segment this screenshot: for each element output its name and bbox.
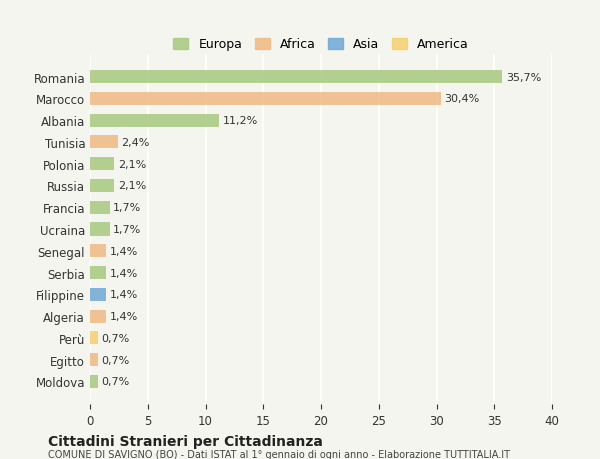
Bar [90, 331, 98, 345]
Text: 1,4%: 1,4% [110, 246, 138, 256]
Text: 1,4%: 1,4% [110, 290, 138, 300]
Bar [90, 93, 441, 106]
Bar [90, 310, 106, 323]
Text: 35,7%: 35,7% [506, 73, 541, 83]
Bar [90, 223, 110, 236]
Bar [90, 158, 114, 171]
Bar [90, 71, 502, 84]
Bar [90, 136, 118, 149]
Text: 1,7%: 1,7% [113, 203, 142, 213]
Text: 30,4%: 30,4% [445, 94, 480, 104]
Text: 1,7%: 1,7% [113, 224, 142, 235]
Bar [90, 114, 220, 128]
Text: 2,4%: 2,4% [121, 138, 149, 148]
Bar [90, 353, 98, 366]
Text: 2,1%: 2,1% [118, 181, 146, 191]
Bar [90, 245, 106, 258]
Text: COMUNE DI SAVIGNO (BO) - Dati ISTAT al 1° gennaio di ogni anno - Elaborazione TU: COMUNE DI SAVIGNO (BO) - Dati ISTAT al 1… [48, 449, 510, 459]
Text: 1,4%: 1,4% [110, 311, 138, 321]
Text: 0,7%: 0,7% [101, 376, 130, 386]
Text: 11,2%: 11,2% [223, 116, 258, 126]
Text: 0,7%: 0,7% [101, 355, 130, 365]
Text: 0,7%: 0,7% [101, 333, 130, 343]
Bar [90, 201, 110, 214]
Text: Cittadini Stranieri per Cittadinanza: Cittadini Stranieri per Cittadinanza [48, 434, 323, 448]
Text: 2,1%: 2,1% [118, 159, 146, 169]
Bar [90, 375, 98, 388]
Bar [90, 179, 114, 193]
Legend: Europa, Africa, Asia, America: Europa, Africa, Asia, America [169, 34, 473, 56]
Bar [90, 266, 106, 280]
Bar [90, 288, 106, 301]
Text: 1,4%: 1,4% [110, 268, 138, 278]
